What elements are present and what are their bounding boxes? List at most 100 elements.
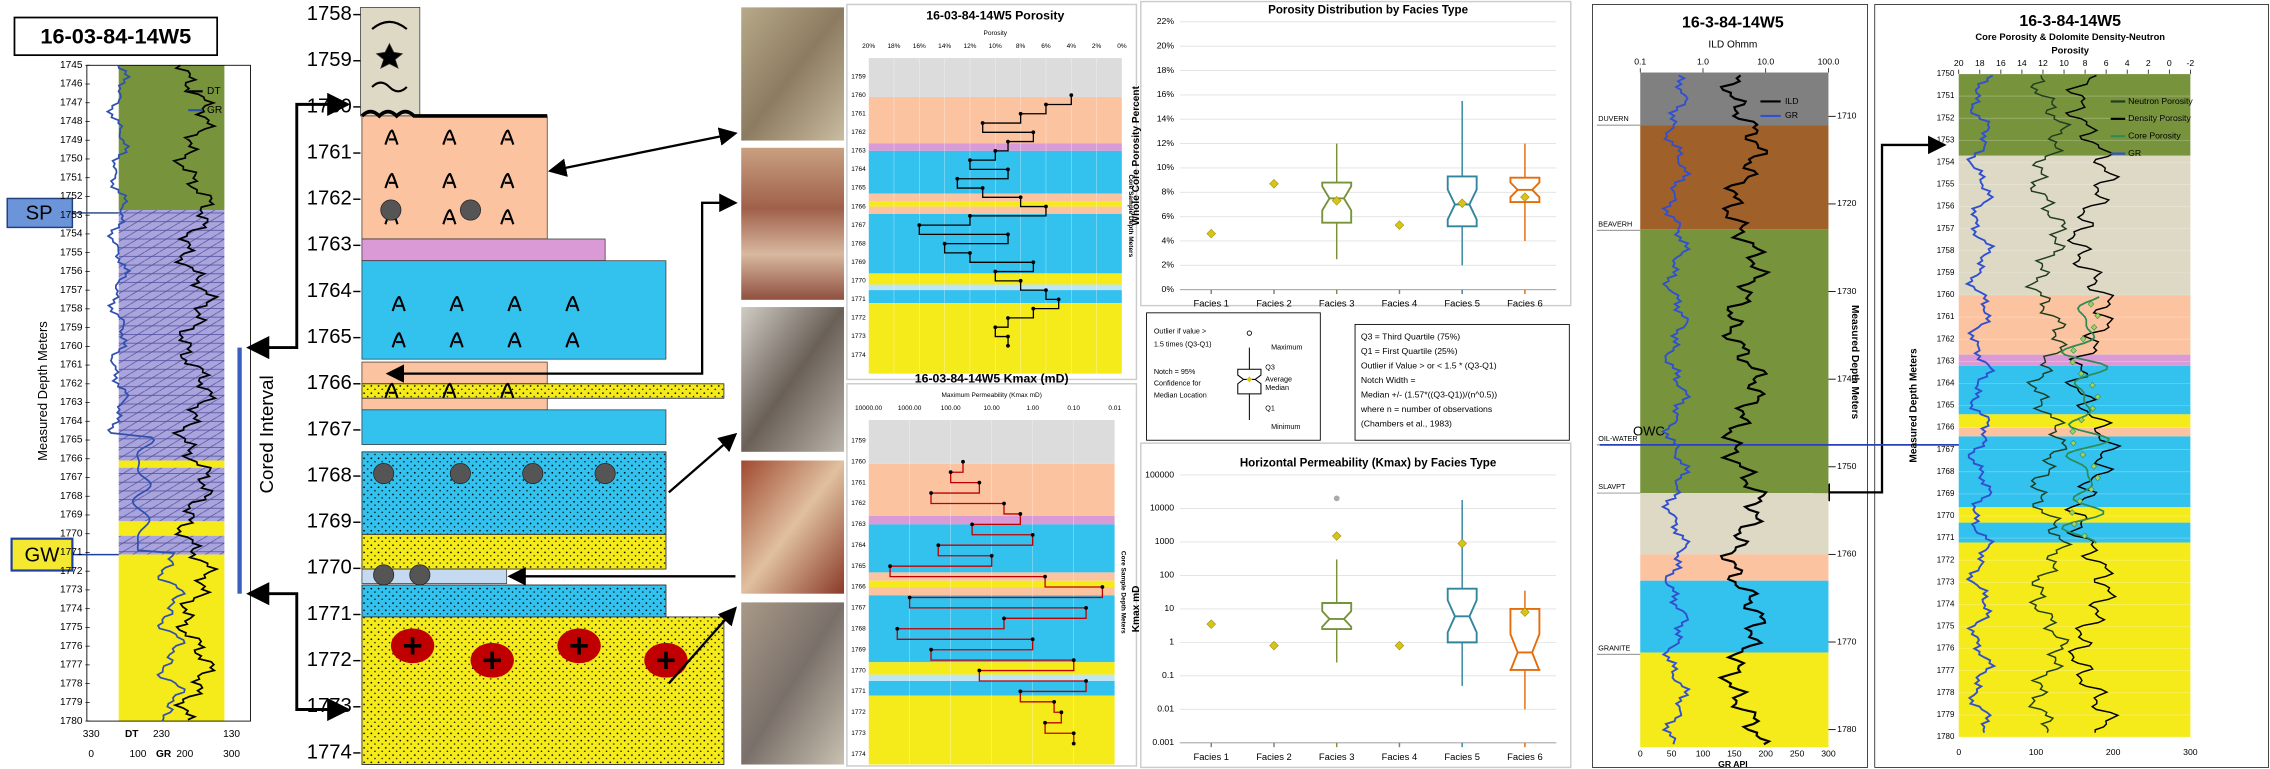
- legend-label: Median: [1265, 383, 1289, 392]
- profile-point: [1006, 233, 1010, 237]
- depth-label: 1773: [851, 333, 866, 340]
- panel-title: 16-3-84-14W5: [2019, 13, 2121, 30]
- x-tick-label: Facies 5: [1444, 298, 1480, 309]
- profile-point: [888, 564, 892, 568]
- box-label: GW: [25, 544, 61, 566]
- axis-label: GR API: [1718, 759, 1748, 769]
- nodule: [450, 463, 470, 483]
- depth-label: 1762: [851, 129, 866, 136]
- profile-point: [1031, 260, 1035, 264]
- axis-label: DT: [125, 729, 139, 740]
- depth-label: 1710: [1837, 111, 1856, 121]
- formation-band: [1959, 156, 2191, 295]
- depth-label: 1765: [307, 326, 352, 348]
- depth-label: 1772: [851, 709, 866, 716]
- formation-band: [1959, 543, 2191, 737]
- depth-label: 1767: [1937, 445, 1955, 454]
- depth-label: 1757: [60, 285, 83, 296]
- x-tick-label: 10: [2059, 58, 2069, 68]
- profile-point: [943, 242, 947, 246]
- nodule: [410, 565, 430, 585]
- depth-label: 1763: [851, 521, 866, 528]
- x-tick-label: 1.00: [1026, 405, 1039, 412]
- x-tick-label: 18: [1975, 58, 1985, 68]
- y-tick-label: 6%: [1162, 211, 1175, 221]
- x-tick-label: 200: [176, 749, 193, 760]
- core-photos: [741, 7, 844, 764]
- depth-label: 1768: [851, 240, 866, 247]
- depth-label: 1760: [60, 341, 83, 352]
- depth-label: 1750: [1837, 461, 1856, 471]
- y-tick-label: 2%: [1162, 260, 1175, 270]
- depth-label: 1767: [307, 418, 352, 440]
- depth-label: 1765: [1937, 401, 1955, 410]
- x-tick-label: 2%: [1092, 43, 1102, 50]
- legend-label: Q1: [1265, 403, 1275, 412]
- x-tick-label: 2: [2146, 58, 2151, 68]
- x-tick-label: 14%: [938, 43, 951, 50]
- depth-label: 1774: [851, 352, 866, 359]
- legend-label: Neutron Porosity: [2128, 96, 2193, 106]
- profile-point: [1072, 742, 1076, 746]
- profile-point: [970, 522, 974, 526]
- axis-label: Measured Depth Meters: [1909, 348, 1920, 463]
- depth-label: 1771: [307, 603, 352, 625]
- depth-label: 1774: [60, 603, 83, 614]
- profile-point: [1031, 637, 1035, 641]
- depth-label: 1771: [60, 547, 83, 558]
- x-tick-label: 330: [83, 729, 100, 740]
- chart-title: 16-03-84-14W5 Porosity: [926, 8, 1064, 22]
- y-tick-label: 100: [1160, 570, 1175, 580]
- profile-point: [1043, 575, 1047, 579]
- depth-label: 1778: [60, 678, 83, 689]
- profile-point: [1044, 288, 1048, 292]
- x-tick-label: 10000.00: [855, 405, 882, 412]
- depth-label: 1769: [307, 511, 352, 533]
- depth-label: 1759: [1937, 268, 1955, 277]
- depth-label: 1756: [1937, 202, 1955, 211]
- depth-label: 1777: [1937, 666, 1955, 675]
- depth-label: 1764: [60, 416, 83, 427]
- profile-point: [993, 270, 997, 274]
- axis-label: GR: [156, 749, 172, 760]
- x-tick-label: 100: [2029, 747, 2044, 757]
- figure: 16-03-84-14W5174517461747174817491750175…: [0, 0, 2270, 769]
- profile-point: [1044, 103, 1048, 107]
- x-tick-label: -2: [2187, 58, 2195, 68]
- box: [1510, 609, 1539, 671]
- profile-point: [1084, 606, 1088, 610]
- x-tick-label: 4: [2125, 58, 2130, 68]
- profile-point: [1006, 168, 1010, 172]
- x-tick-label: 130: [223, 729, 240, 740]
- x-tick-label: 18%: [887, 43, 900, 50]
- x-tick-label: 300: [1821, 749, 1836, 759]
- x-tick-label: 12: [2038, 58, 2048, 68]
- depth-label: 1758: [307, 3, 352, 25]
- x-tick-label: Facies 6: [1507, 298, 1543, 309]
- x-tick-label: Facies 2: [1256, 751, 1292, 762]
- box-label: SP: [26, 203, 53, 225]
- legend-label: GR: [2128, 148, 2141, 158]
- nodule: [595, 463, 615, 483]
- legend-label: Density Porosity: [2128, 113, 2191, 123]
- nodule: [460, 200, 480, 220]
- x-tick-label: 0: [88, 749, 94, 760]
- profile-point: [1019, 112, 1023, 116]
- depth-label: 1762: [851, 500, 866, 507]
- profile-point: [961, 460, 965, 464]
- note: where n = number of observations: [1360, 404, 1493, 414]
- y-tick-label: 1000: [1155, 536, 1174, 546]
- x-tick-label: Facies 2: [1256, 298, 1292, 309]
- x-tick-label: 250: [1790, 749, 1805, 759]
- outlier: [1334, 495, 1340, 501]
- depth-label: 1765: [851, 563, 866, 570]
- depth-label: 1768: [60, 491, 83, 502]
- depth-label: 1747: [60, 97, 83, 108]
- depth-label: 1749: [60, 135, 83, 146]
- legend-label: GR: [207, 105, 222, 116]
- depth-label: 1771: [851, 296, 866, 303]
- depth-label: 1758: [60, 304, 83, 315]
- depth-label: 1775: [1937, 622, 1955, 631]
- x-tick-label: 0: [2167, 58, 2172, 68]
- profile-point: [990, 554, 994, 558]
